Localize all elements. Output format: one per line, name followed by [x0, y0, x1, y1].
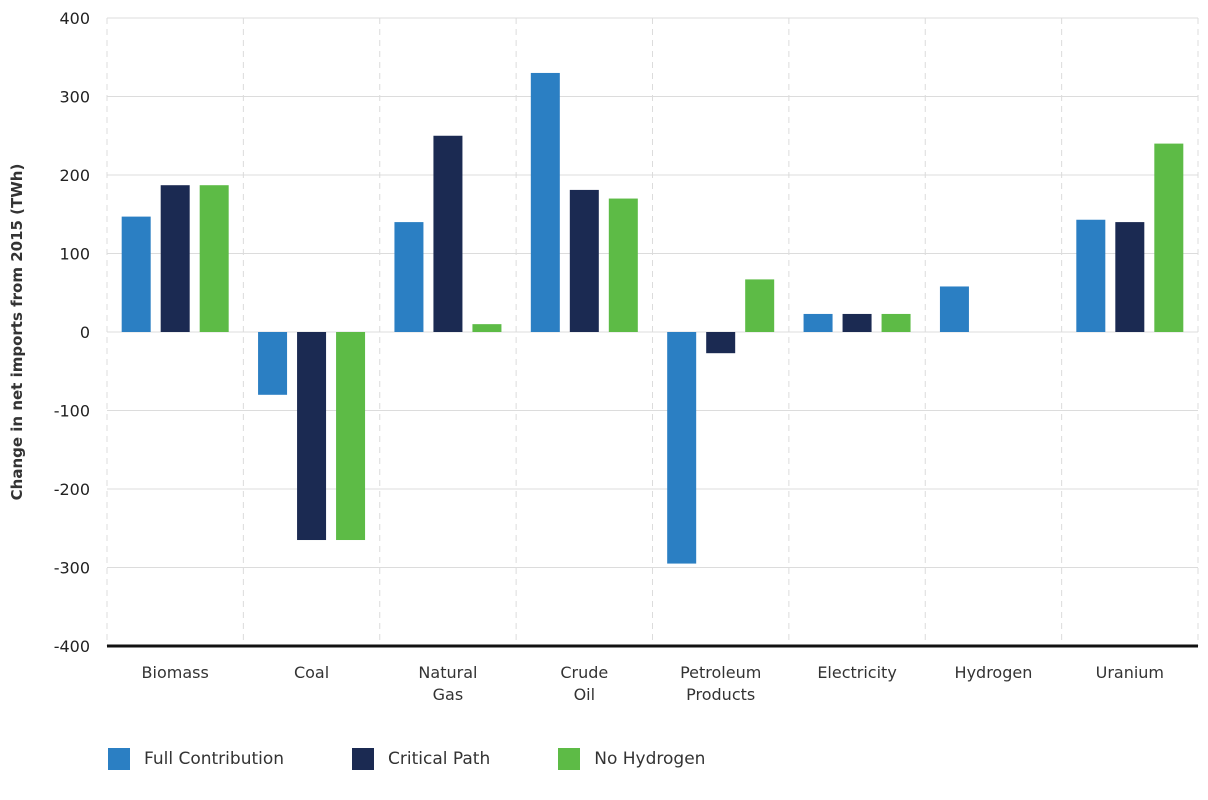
bar-no-hydrogen [608, 198, 638, 332]
legend-item-critical-path: Critical Path [352, 748, 490, 770]
legend-item-full-contribution: Full Contribution [108, 748, 284, 770]
bar-no-hydrogen [472, 324, 502, 332]
bar-chart: 400 300 200 100 0 -100 -200 -300 -400 Biomass Coa… [8, 9, 1199, 704]
legend-swatch-full-contribution [108, 748, 130, 770]
bar-no-hydrogen [745, 279, 775, 332]
legend-label-no-hydrogen: No Hydrogen [594, 749, 706, 769]
bar-critical-path [842, 313, 872, 332]
y-axis-title: Change in net imports from 2015 (TWh) [8, 164, 26, 501]
legend-label-critical-path: Critical Path [388, 749, 491, 769]
y-tick-label: -300 [54, 559, 90, 578]
bar-full-contribution [667, 332, 697, 564]
x-tick-label: Hydrogen [955, 663, 1033, 682]
bar-critical-path [160, 185, 190, 332]
y-tick-label: -200 [54, 480, 90, 499]
y-tick-label: 300 [59, 88, 90, 107]
bar-full-contribution [258, 332, 288, 395]
bar-critical-path [297, 332, 327, 541]
y-tick-label: 400 [59, 9, 90, 28]
x-tick-label: Uranium [1096, 663, 1164, 682]
legend-item-no-hydrogen: No Hydrogen [558, 748, 705, 770]
x-tick-label: Petroleum Products [680, 663, 761, 704]
x-tick-label: Electricity [817, 663, 896, 682]
bar-no-hydrogen [336, 332, 366, 541]
bar-no-hydrogen [199, 185, 229, 332]
y-axis-ticks: 400 300 200 100 0 -100 -200 -300 -400 [54, 9, 90, 656]
x-tick-label: Biomass [142, 663, 209, 682]
bar-full-contribution [1076, 219, 1106, 332]
y-tick-label: 100 [59, 245, 90, 264]
bar-critical-path [1115, 222, 1145, 332]
bar-critical-path [433, 135, 463, 332]
bar-full-contribution [394, 222, 424, 332]
bar-full-contribution [939, 286, 969, 332]
x-tick-label: Crude Oil [560, 663, 608, 704]
y-tick-label: 0 [80, 323, 90, 342]
x-tick-label: Natural Gas [418, 663, 477, 704]
bar-critical-path [706, 332, 736, 354]
legend: Full Contribution Critical Path No Hydro… [108, 748, 773, 770]
grid-lines [106, 17, 1199, 646]
bar-full-contribution [121, 216, 151, 332]
bar-full-contribution [530, 72, 560, 332]
bars [121, 72, 1184, 564]
legend-swatch-no-hydrogen [558, 748, 581, 770]
x-axis-labels: Biomass Coal Natural Gas Crude Oil Petroleum Pr… [142, 663, 1164, 704]
bar-no-hydrogen [881, 313, 911, 332]
bar-critical-path [569, 189, 599, 332]
bar-full-contribution [803, 313, 833, 332]
x-tick-label: Coal [294, 663, 329, 682]
legend-label-full-contribution: Full Contribution [144, 749, 285, 769]
y-tick-label: 200 [59, 166, 90, 185]
y-tick-label: -400 [54, 637, 90, 656]
bar-no-hydrogen [1154, 143, 1184, 332]
legend-swatch-critical-path [352, 748, 375, 770]
y-tick-label: -100 [54, 402, 90, 421]
